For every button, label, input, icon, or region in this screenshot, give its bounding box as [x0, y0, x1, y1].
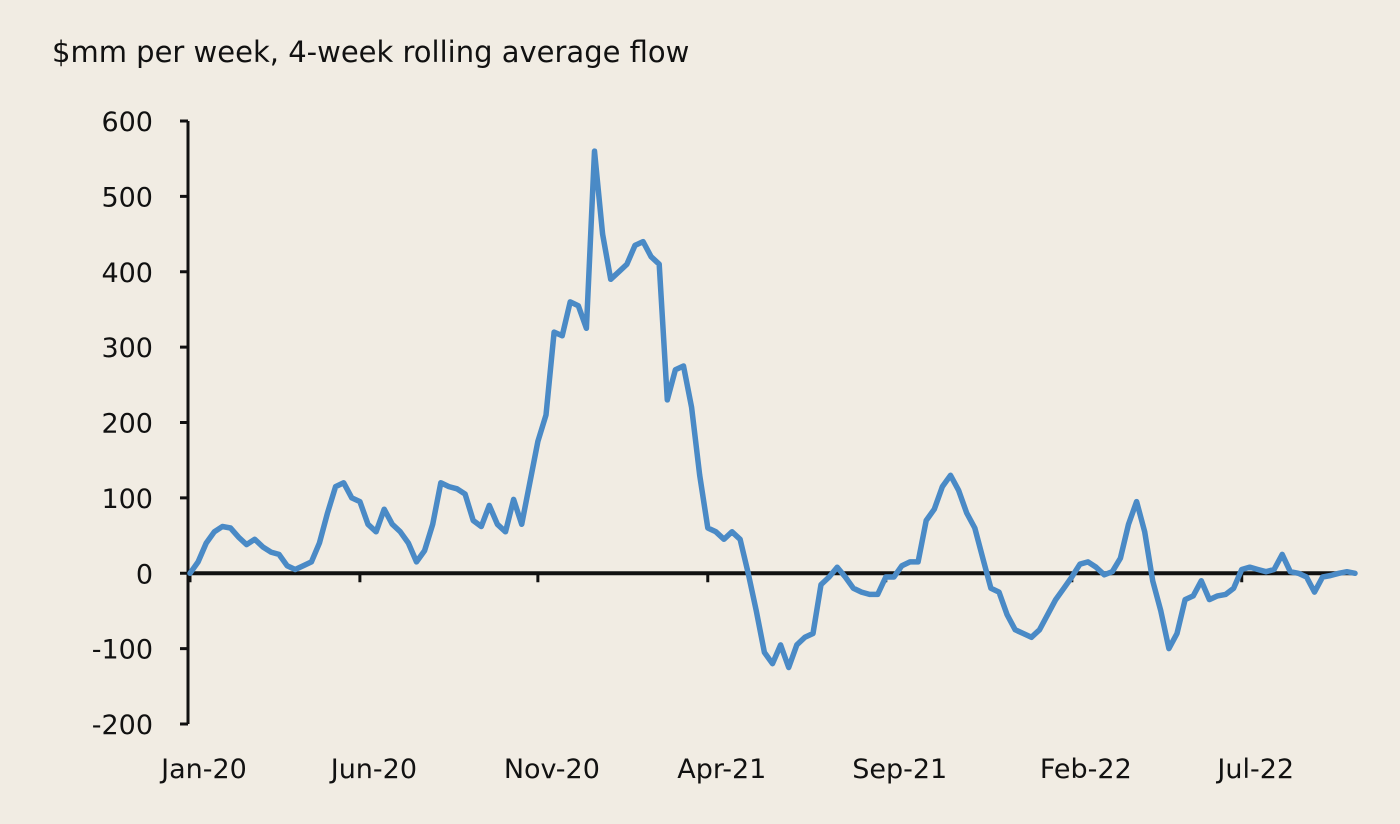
- y-tick-label: 600: [101, 107, 153, 138]
- y-tick-label: 500: [101, 182, 153, 213]
- x-tick-label: Jun-20: [329, 754, 417, 785]
- x-tick-label: Sep-21: [852, 754, 947, 785]
- y-tick-label: 200: [101, 409, 153, 440]
- y-tick-label: 300: [101, 333, 153, 364]
- y-tick-label: -100: [92, 635, 153, 666]
- y-tick-label: 400: [101, 258, 153, 289]
- x-tick-label: Jul-22: [1215, 754, 1294, 785]
- y-tick-label: 0: [136, 559, 153, 590]
- y-tick-label: -200: [92, 710, 153, 741]
- x-tick-label: Feb-22: [1040, 754, 1132, 785]
- y-tick-label: 100: [101, 484, 153, 515]
- x-tick-label: Apr-21: [677, 754, 766, 785]
- x-tick-label: Nov-20: [504, 754, 600, 785]
- chart-title: $mm per week, 4-week rolling average flo…: [52, 35, 689, 69]
- x-tick-label: Jan-20: [159, 754, 247, 785]
- data-line: [187, 148, 1358, 671]
